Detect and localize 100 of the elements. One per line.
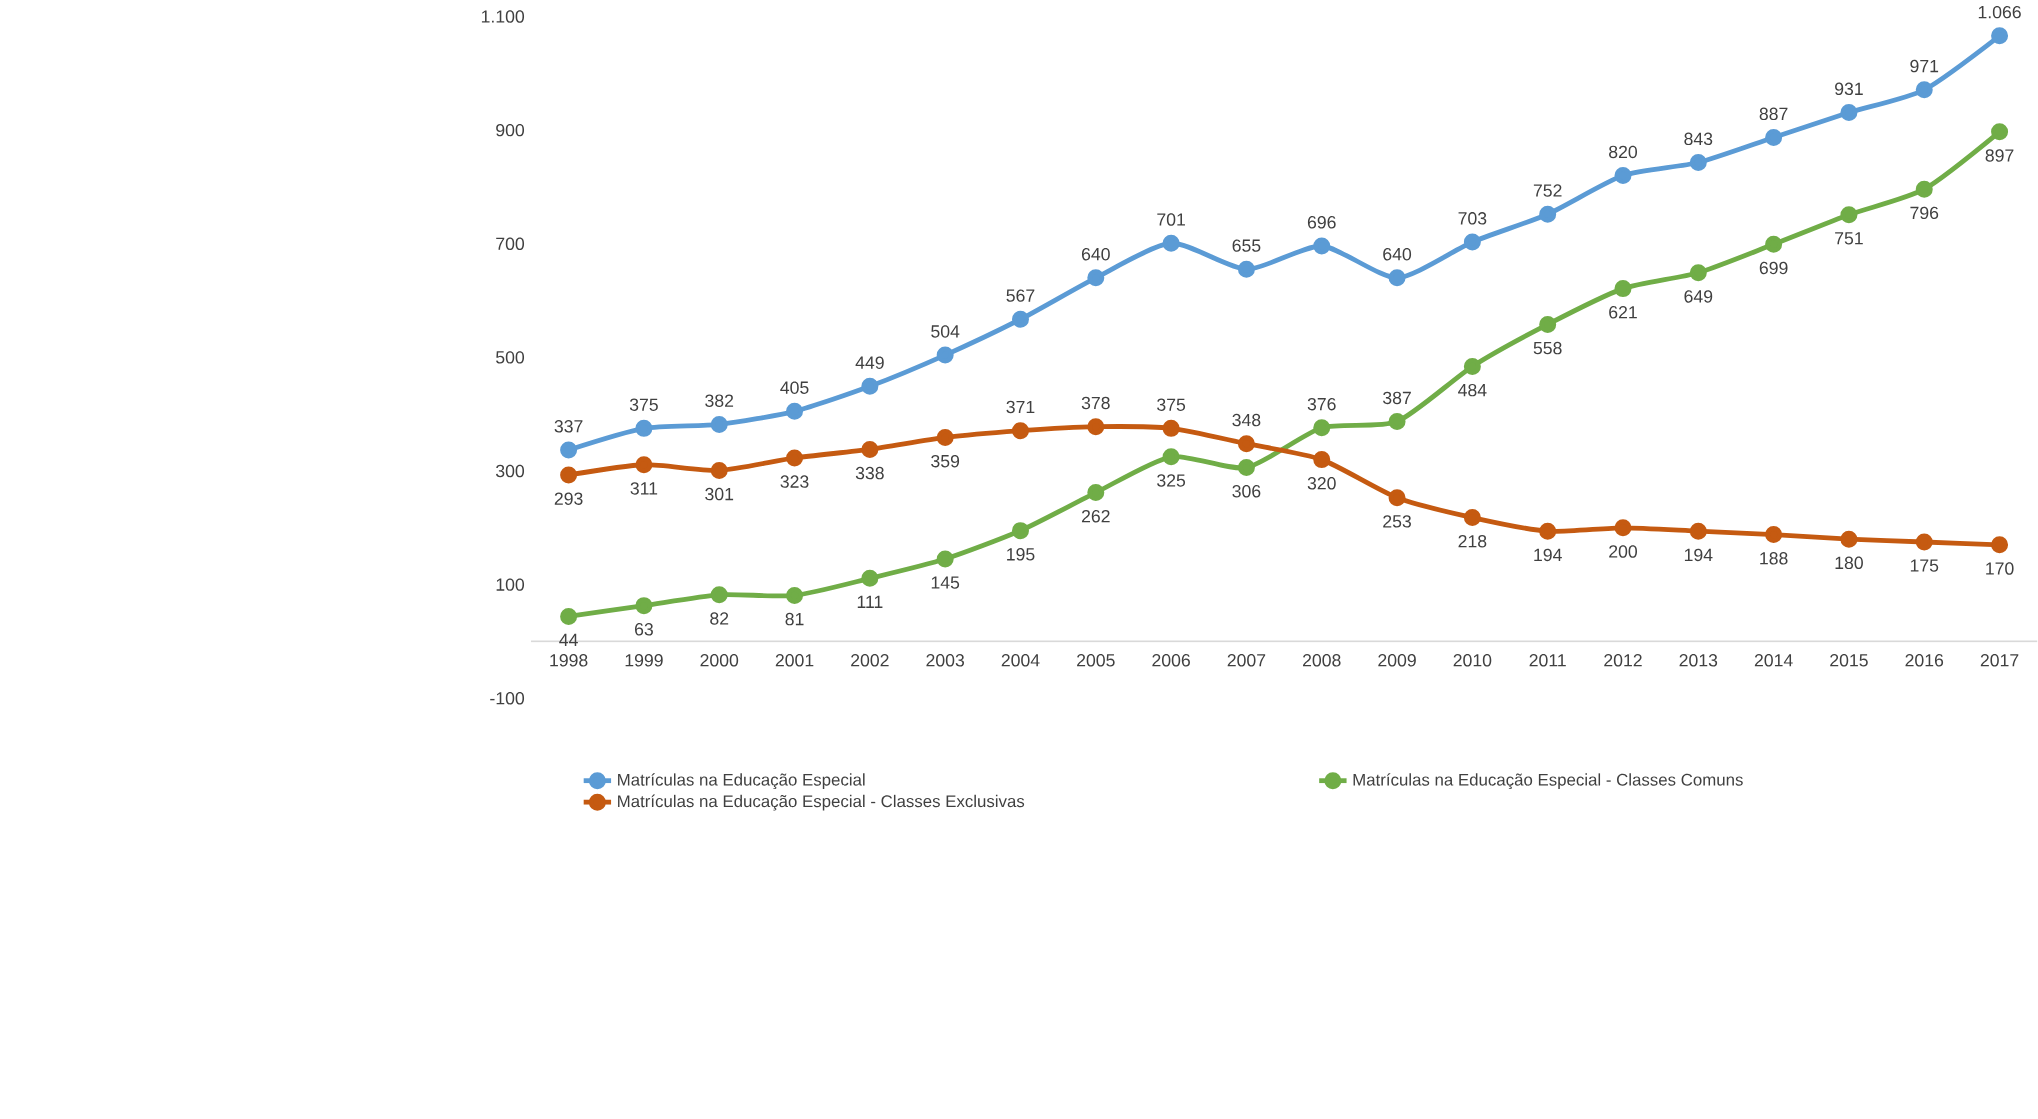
data-label: 111 — [857, 595, 883, 609]
data-label: 558 — [1533, 342, 1562, 355]
data-label: 194 — [1684, 548, 1713, 562]
point — [1313, 419, 1331, 437]
point — [710, 416, 728, 434]
data-label: 640 — [1383, 248, 1412, 261]
data-label: 621 — [1609, 306, 1637, 319]
point — [1087, 484, 1105, 502]
data-label: 175 — [1910, 559, 1939, 572]
data-label: 194 — [1534, 548, 1562, 562]
point — [1915, 180, 1933, 198]
point — [1689, 154, 1707, 172]
data-label: 504 — [931, 325, 960, 338]
data-label: 887 — [1759, 107, 1788, 121]
x-tick-label: 2006 — [1152, 654, 1190, 667]
data-label: 640 — [1081, 248, 1110, 261]
data-label: 751 — [1835, 232, 1863, 245]
point — [560, 466, 578, 484]
data-label: 699 — [1759, 261, 1788, 275]
point — [1463, 358, 1481, 376]
legend-label: Matrículas na Educação Especial - Classes Exclusivas — [618, 794, 1025, 811]
point — [1388, 489, 1406, 507]
data-label: 301 — [705, 488, 734, 501]
data-label: 703 — [1458, 212, 1487, 225]
point — [1162, 234, 1180, 252]
data-label: 971 — [1910, 60, 1939, 73]
data-label: 253 — [1383, 515, 1411, 528]
point — [1388, 269, 1406, 287]
point — [1011, 522, 1029, 540]
point — [1388, 413, 1406, 431]
point — [560, 608, 578, 626]
x-tick-label: 2005 — [1077, 654, 1115, 667]
x-tick-label: 2000 — [700, 654, 739, 667]
point — [1840, 206, 1858, 224]
data-label: 405 — [780, 381, 809, 395]
y-tick-label: 900 — [496, 124, 525, 137]
x-tick-label: 2017 — [1980, 654, 2019, 667]
point — [1991, 536, 2009, 554]
point — [1087, 418, 1105, 436]
point — [1689, 522, 1707, 540]
point — [1614, 280, 1632, 298]
data-label: 262 — [1081, 510, 1110, 523]
data-label: 82 — [710, 612, 729, 625]
x-tick-label: 2007 — [1227, 654, 1266, 667]
point — [1313, 237, 1331, 255]
data-label: 649 — [1684, 290, 1713, 303]
data-label: 387 — [1383, 391, 1411, 405]
point — [1614, 519, 1632, 537]
point — [1463, 233, 1481, 251]
data-label: 337 — [554, 420, 583, 433]
data-label: 820 — [1609, 145, 1638, 159]
x-tick-label: 2002 — [851, 654, 889, 667]
legend-label: Matrículas na Educação Especial - Classes Comuns — [1353, 773, 1743, 790]
data-label: 311 — [630, 482, 658, 495]
data-label: 484 — [1458, 384, 1487, 397]
point — [1539, 316, 1557, 334]
data-label: 1.066 — [1978, 6, 2021, 19]
data-label: 567 — [1006, 289, 1035, 303]
point — [786, 402, 804, 421]
data-label: 44 — [559, 634, 578, 647]
data-label: 63 — [635, 623, 653, 636]
data-label: 320 — [1307, 477, 1336, 490]
point — [710, 462, 728, 480]
point — [1539, 205, 1557, 223]
point — [1237, 260, 1255, 278]
point — [560, 441, 578, 459]
data-label: 796 — [1910, 206, 1939, 220]
point — [1539, 522, 1557, 540]
point — [861, 570, 879, 588]
point — [1765, 235, 1783, 253]
point — [786, 449, 804, 467]
data-label: 323 — [780, 475, 809, 489]
data-label: 701 — [1157, 213, 1185, 226]
x-tick-label: 2009 — [1378, 654, 1416, 667]
point — [1011, 422, 1029, 440]
point — [1840, 104, 1858, 122]
point — [1313, 451, 1331, 469]
data-label: 81 — [785, 613, 804, 626]
point — [635, 456, 653, 474]
data-label: 376 — [1307, 398, 1336, 411]
point — [861, 441, 879, 459]
x-tick-label: 1999 — [625, 654, 663, 667]
data-label: 897 — [1985, 149, 2014, 162]
point — [861, 378, 879, 396]
data-label: 655 — [1232, 239, 1261, 253]
data-label: 931 — [1835, 82, 1863, 96]
point — [635, 420, 653, 438]
point — [1689, 264, 1707, 282]
data-label: 752 — [1533, 184, 1562, 197]
data-label: 338 — [855, 467, 884, 480]
point — [1614, 167, 1632, 185]
data-label: 843 — [1684, 132, 1713, 146]
data-label: 359 — [931, 455, 960, 468]
point — [936, 429, 954, 447]
x-tick-label: 1998 — [550, 654, 588, 667]
point — [1765, 526, 1783, 544]
x-tick-label: 2013 — [1679, 654, 1718, 667]
data-label: 371 — [1006, 400, 1035, 414]
y-tick-label: -100 — [490, 692, 525, 705]
y-tick-label: 1.100 — [481, 10, 525, 23]
